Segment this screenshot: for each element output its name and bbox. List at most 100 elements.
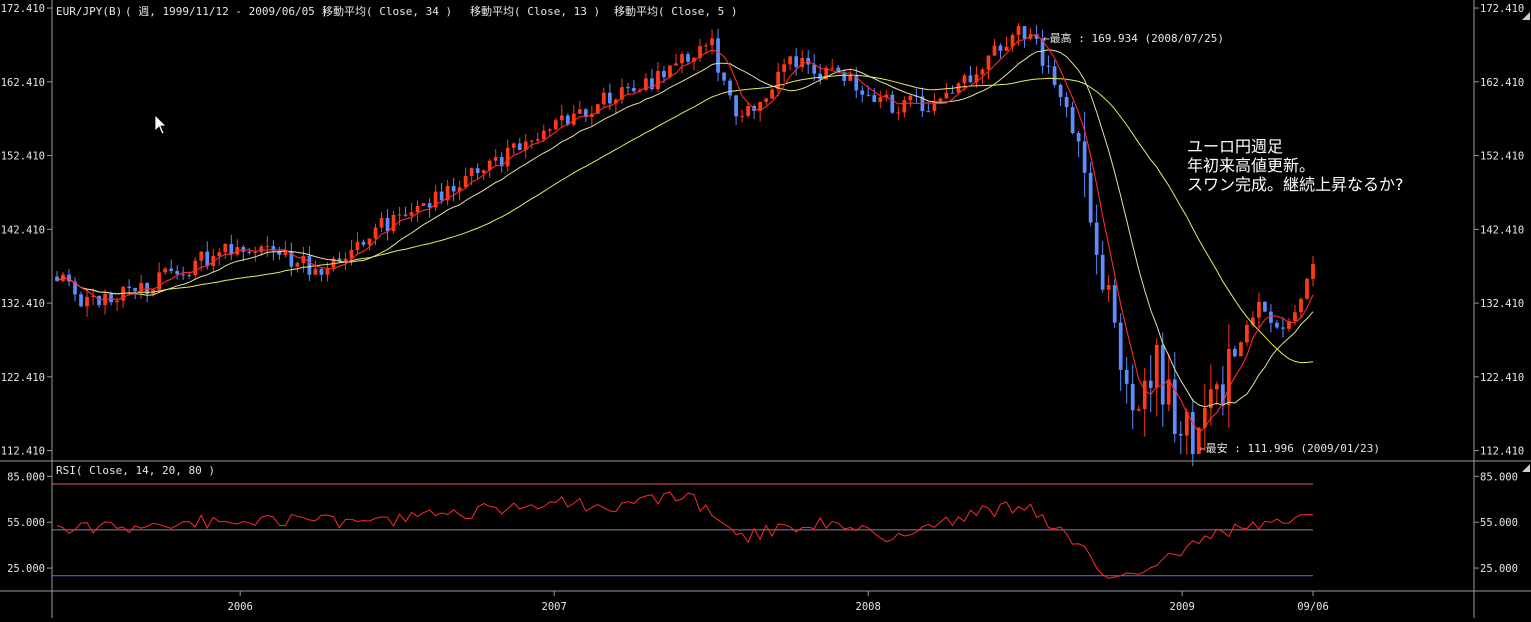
candle-body xyxy=(710,38,714,46)
candle-body xyxy=(85,296,89,307)
candle-body xyxy=(1287,321,1291,329)
candle-body xyxy=(740,115,744,117)
candle-body xyxy=(1154,344,1159,388)
candle-body xyxy=(986,55,991,70)
candle-body xyxy=(577,109,582,114)
candle-body xyxy=(301,255,306,264)
candle-body xyxy=(860,90,865,95)
candle-body xyxy=(836,67,841,73)
y-tick-label-right: 162.410 xyxy=(1480,77,1524,89)
scroll-up-icon[interactable] xyxy=(1522,12,1530,20)
candle-body xyxy=(686,54,690,62)
candle-body xyxy=(1088,172,1093,223)
rsi-line xyxy=(56,491,1314,579)
candle-body xyxy=(620,87,624,100)
ma13-line xyxy=(56,49,1314,408)
candle-body xyxy=(824,67,829,80)
candle-body xyxy=(1269,311,1273,323)
candle-body xyxy=(1208,389,1213,409)
scroll-down-icon[interactable] xyxy=(1522,464,1530,472)
candle-body xyxy=(343,258,348,262)
candle-body xyxy=(55,276,59,281)
rsi-tick-label-left: 85.000 xyxy=(7,471,45,483)
candle-body xyxy=(776,71,781,90)
candle-body xyxy=(662,70,666,78)
candle-body xyxy=(1263,301,1267,312)
annotation-line-2: 年初来高値更新。 xyxy=(1187,156,1316,175)
y-tick-label-left: 122.410 xyxy=(1,372,45,384)
candle-body xyxy=(650,78,654,90)
header-ma34: 移動平均( Close, 34 ) xyxy=(322,4,452,18)
candle-body xyxy=(818,73,823,80)
candle-body xyxy=(529,140,534,142)
candle-body xyxy=(866,94,871,96)
candle-body xyxy=(373,227,378,239)
candle-body xyxy=(1148,380,1153,388)
candle-body xyxy=(1022,26,1027,39)
candle-body xyxy=(722,72,726,81)
candle-body xyxy=(67,274,71,282)
candle-body xyxy=(746,105,750,116)
candle-body xyxy=(289,251,294,267)
candle-body xyxy=(1202,408,1207,428)
candle-body xyxy=(1046,65,1051,67)
rsi-tick-label-left: 25.000 xyxy=(7,563,45,575)
candle-body xyxy=(1220,384,1225,406)
candle-body xyxy=(541,130,546,140)
candle-body xyxy=(511,143,516,148)
candle-body xyxy=(157,272,162,290)
candle-body xyxy=(163,268,168,273)
y-tick-label-right: 172.410 xyxy=(1480,3,1524,15)
y-tick-label-left: 152.410 xyxy=(1,151,45,163)
candle-body xyxy=(854,75,859,91)
candle-body xyxy=(1124,369,1129,384)
candle-body xyxy=(451,185,456,192)
candle-body xyxy=(139,283,143,292)
candle-body xyxy=(644,78,648,90)
candle-body xyxy=(97,295,101,306)
candle-body xyxy=(782,64,787,72)
candle-body xyxy=(764,98,768,102)
annotation-line-1: ユーロ円週足 xyxy=(1187,137,1284,156)
candle-body xyxy=(1178,433,1183,436)
candle-body xyxy=(1094,222,1099,255)
x-tick-label: 09/06 xyxy=(1297,601,1329,613)
candle-body xyxy=(367,238,372,245)
candle-body xyxy=(523,141,528,151)
candle-body xyxy=(433,191,438,208)
candle-body xyxy=(728,80,732,96)
candle-body xyxy=(397,214,402,216)
candle-body xyxy=(872,95,877,102)
y-tick-label-right: 152.410 xyxy=(1480,151,1524,163)
candle-body xyxy=(1275,322,1279,328)
candle-body xyxy=(193,260,198,276)
candle-body xyxy=(788,56,793,65)
candle-body xyxy=(115,300,119,303)
x-tick-label: 2007 xyxy=(542,601,567,613)
rsi-tick-label-right: 25.000 xyxy=(1480,563,1518,575)
candle-body xyxy=(187,275,192,277)
candle-body xyxy=(583,109,588,117)
candle-body xyxy=(896,112,901,114)
candle-body xyxy=(680,54,684,64)
candle-body xyxy=(565,115,570,125)
candle-body xyxy=(806,57,811,65)
rsi-header: RSI( Close, 14, 20, 80 ) xyxy=(56,464,215,477)
candle-body xyxy=(109,293,113,303)
header-ma13: 移動平均( Close, 13 ) xyxy=(470,4,600,18)
candle-body xyxy=(79,294,83,307)
y-tick-label-left: 172.410 xyxy=(1,3,45,15)
candle-body xyxy=(1112,285,1117,323)
ma5-line xyxy=(56,33,1314,434)
ma34-line xyxy=(56,74,1314,364)
candle-body xyxy=(295,263,300,267)
candle-body xyxy=(890,94,895,113)
candle-body xyxy=(734,95,738,117)
candle-body xyxy=(1299,298,1303,313)
candle-body xyxy=(998,45,1003,51)
candle-body xyxy=(319,268,324,275)
candle-body xyxy=(475,168,480,173)
y-tick-label-right: 112.410 xyxy=(1480,446,1524,458)
candle-body xyxy=(956,83,961,93)
